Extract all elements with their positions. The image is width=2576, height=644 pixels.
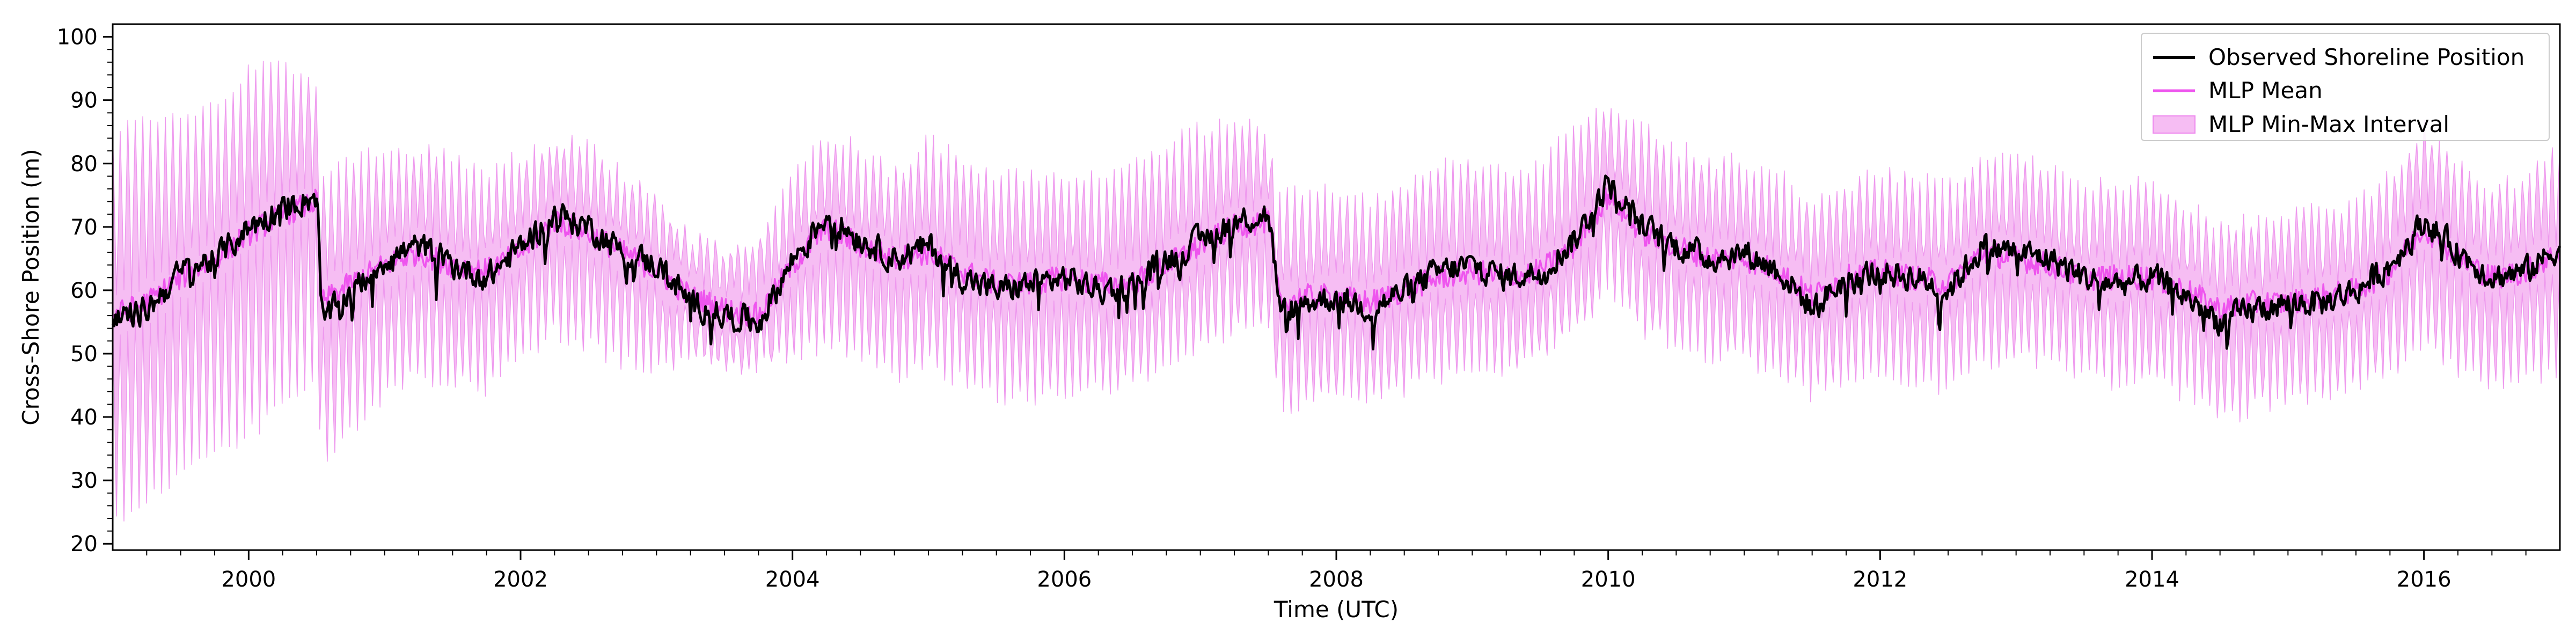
x-tick-label: 2016 [2397, 567, 2451, 592]
y-tick-label: 40 [70, 405, 98, 430]
y-tick-label: 70 [70, 215, 98, 240]
x-tick-label: 2008 [1309, 567, 1364, 592]
y-tick-label: 60 [70, 279, 98, 303]
y-axis-label: Cross-Shore Position (m) [18, 149, 44, 425]
x-axis-ticks: 2000 2002 2004 2006 2008 2010 2012 2014 2016 [221, 550, 2451, 592]
y-tick-label: 50 [70, 342, 98, 367]
legend-label-mean: MLP Mean [2208, 77, 2323, 104]
y-tick-label: 80 [70, 152, 98, 177]
minor-ticks [107, 49, 2527, 555]
legend-label-observed: Observed Shoreline Position [2208, 44, 2524, 70]
y-tick-label: 100 [57, 25, 98, 50]
x-tick-label: 2014 [2125, 567, 2179, 592]
y-axis-ticks: 20 30 40 50 60 70 80 90 100 [57, 25, 113, 557]
observed-line-layer [111, 174, 2562, 350]
y-tick-label: 90 [70, 89, 98, 113]
legend-swatch-band [2153, 115, 2196, 134]
x-tick-label: 2012 [1853, 567, 1907, 592]
y-tick-label: 20 [70, 532, 98, 557]
y-tick-label: 30 [70, 469, 98, 493]
legend-box [2141, 33, 2550, 141]
observed-shoreline-line [111, 174, 2562, 350]
x-tick-label: 2010 [1581, 567, 1636, 592]
x-tick-label: 2006 [1037, 567, 1092, 592]
x-tick-label: 2000 [221, 567, 276, 592]
x-tick-label: 2004 [765, 567, 820, 592]
x-axis-label: Time (UTC) [1274, 596, 1399, 623]
plot-frame [112, 23, 2561, 551]
legend: Observed Shoreline Position MLP Mean MLP… [2141, 33, 2550, 141]
legend-label-band: MLP Min-Max Interval [2208, 111, 2449, 137]
x-tick-label: 2002 [493, 567, 548, 592]
